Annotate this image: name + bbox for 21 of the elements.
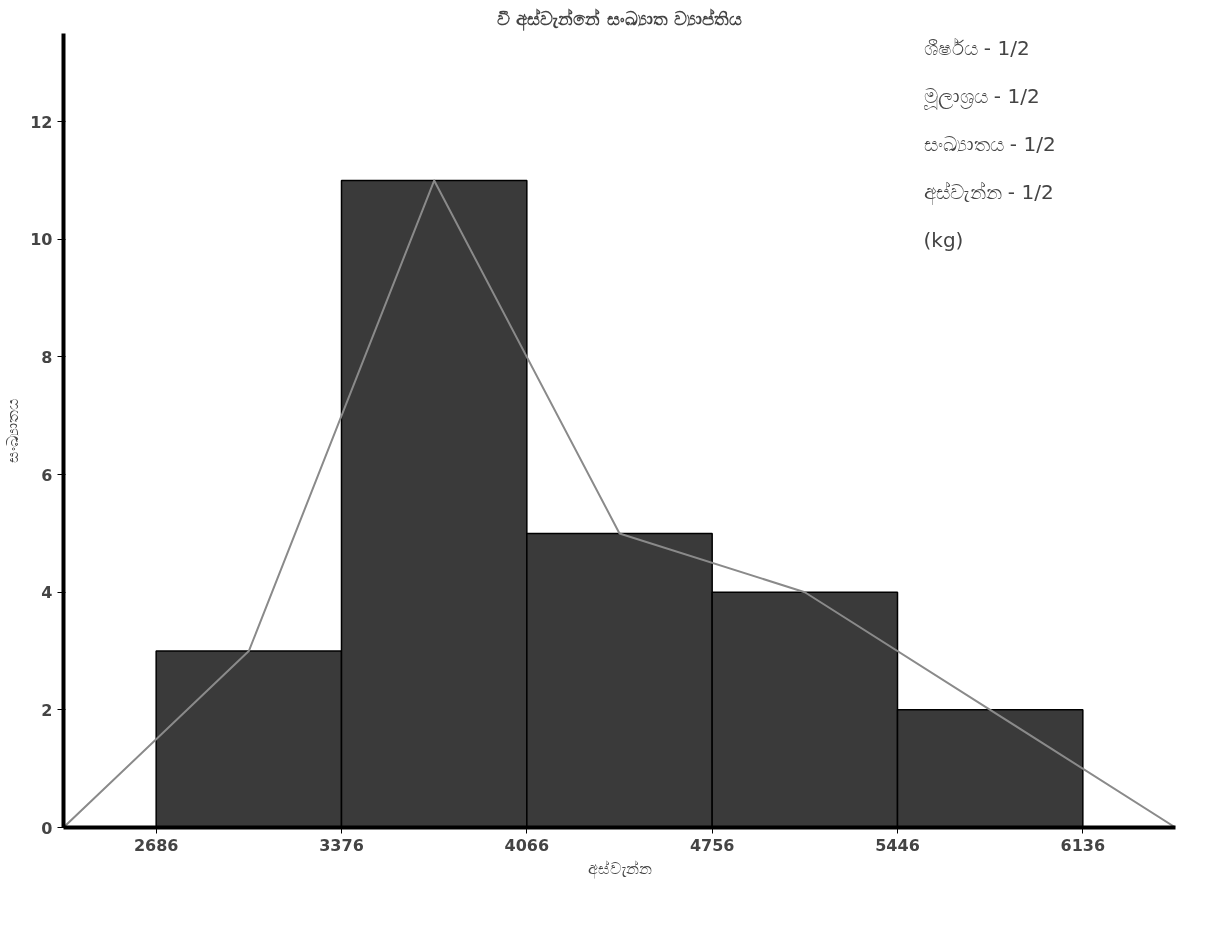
annotation: මූලාශ්‍රය - 1/2 [922, 83, 1040, 110]
y-tick-label: 12 [30, 112, 53, 132]
y-tick-label: 6 [41, 465, 53, 485]
x-tick-label: 4756 [689, 835, 735, 855]
annotation: ශීර්ෂය - 1/2 [923, 35, 1030, 60]
y-tick-label: 2 [41, 700, 53, 720]
y-tick-label: 10 [30, 230, 53, 250]
y-tick-label: 0 [41, 818, 53, 838]
x-axis-title: අස්වැන්න [587, 858, 652, 879]
annotation: (kg) [923, 227, 964, 252]
annotation: සංඛ්‍යාතය - 1/2 [923, 131, 1056, 156]
y-tick-label: 8 [41, 347, 53, 367]
x-tick-label: 4066 [504, 835, 550, 855]
x-tick-label: 5446 [875, 835, 920, 855]
y-tick-label: 4 [41, 583, 53, 603]
x-tick-label: 6136 [1060, 835, 1106, 855]
chart-title: වී අස්වැන්නේ සංඛ්‍යාත ව්‍යාප්තිය [497, 7, 742, 31]
x-tick-label: 2686 [133, 835, 179, 855]
y-axis-title: සංඛ්‍යාතය [3, 398, 23, 463]
x-tick-label: 3376 [319, 835, 364, 855]
annotation: අස්වැන්න - 1/2 [923, 179, 1054, 205]
